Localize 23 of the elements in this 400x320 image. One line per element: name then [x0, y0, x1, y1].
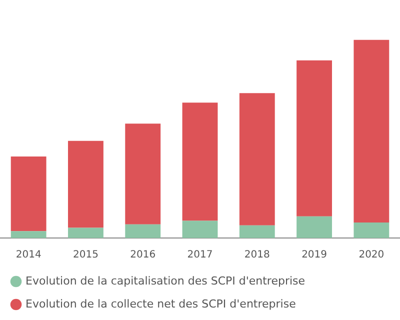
legend-label: Evolution de la collecte net des SCPI d'entreprise [26, 297, 296, 310]
bar [239, 93, 275, 226]
bar [68, 140, 104, 228]
bar [182, 220, 218, 238]
x-tick-label: 2016 [130, 250, 156, 261]
bar [10, 156, 46, 232]
bar [10, 231, 46, 238]
x-tick-label: 2017 [187, 250, 213, 261]
x-tick-label: 2020 [358, 250, 384, 261]
bar [125, 224, 161, 238]
bar [354, 222, 390, 238]
bar [68, 228, 104, 238]
bar [296, 216, 332, 238]
bar [239, 225, 275, 238]
bar [296, 60, 332, 216]
x-tick-label: 2015 [72, 250, 98, 261]
bar [354, 40, 390, 223]
legend-label: Evolution de la capitalisation des SCPI d'entreprise [26, 274, 306, 288]
x-tick-label: 2018 [244, 250, 270, 261]
bar [182, 102, 218, 221]
bar [125, 124, 161, 224]
x-tick-label: 2019 [302, 250, 328, 261]
x-tick-label: 2014 [16, 250, 42, 261]
